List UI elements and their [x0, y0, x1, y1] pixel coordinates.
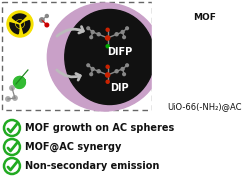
Circle shape [176, 22, 232, 78]
Circle shape [106, 80, 109, 83]
Text: MOF@AC synergy: MOF@AC synergy [25, 142, 121, 152]
Text: Activated
Carbon: Activated Carbon [181, 40, 227, 60]
Circle shape [16, 20, 23, 28]
Ellipse shape [65, 9, 154, 105]
Circle shape [165, 10, 244, 90]
Circle shape [115, 70, 118, 73]
Text: Non-secondary emission: Non-secondary emission [25, 161, 159, 171]
Circle shape [123, 73, 125, 76]
Circle shape [126, 64, 129, 67]
Polygon shape [14, 77, 25, 88]
Circle shape [126, 27, 129, 30]
Circle shape [6, 97, 10, 101]
Text: UiO-66(-NH₂)@AC: UiO-66(-NH₂)@AC [167, 102, 242, 111]
Circle shape [123, 36, 125, 39]
Wedge shape [9, 19, 20, 24]
Circle shape [97, 70, 100, 73]
Circle shape [91, 30, 94, 33]
Text: MOF: MOF [193, 13, 216, 22]
Wedge shape [20, 16, 29, 24]
Wedge shape [12, 14, 27, 20]
Wedge shape [21, 21, 30, 34]
Circle shape [106, 28, 109, 31]
Text: MOF growth on AC spheres: MOF growth on AC spheres [25, 123, 174, 133]
Circle shape [10, 86, 14, 90]
Circle shape [90, 36, 92, 39]
Circle shape [121, 30, 124, 33]
Wedge shape [10, 21, 19, 34]
Circle shape [121, 67, 124, 70]
Circle shape [106, 45, 109, 48]
Circle shape [13, 96, 17, 100]
Circle shape [87, 27, 89, 30]
Wedge shape [20, 24, 23, 35]
Circle shape [87, 64, 89, 67]
Ellipse shape [47, 3, 162, 111]
Text: DIFP: DIFP [107, 47, 132, 57]
Circle shape [45, 23, 49, 27]
Bar [151, 0, 251, 120]
Circle shape [91, 67, 94, 70]
Circle shape [40, 18, 44, 22]
Circle shape [90, 73, 92, 76]
Circle shape [45, 15, 48, 18]
Circle shape [106, 65, 109, 68]
Circle shape [97, 33, 100, 36]
Circle shape [106, 73, 110, 77]
Circle shape [106, 36, 110, 40]
Circle shape [7, 11, 33, 37]
Text: DIP: DIP [110, 83, 129, 93]
Circle shape [115, 33, 118, 36]
